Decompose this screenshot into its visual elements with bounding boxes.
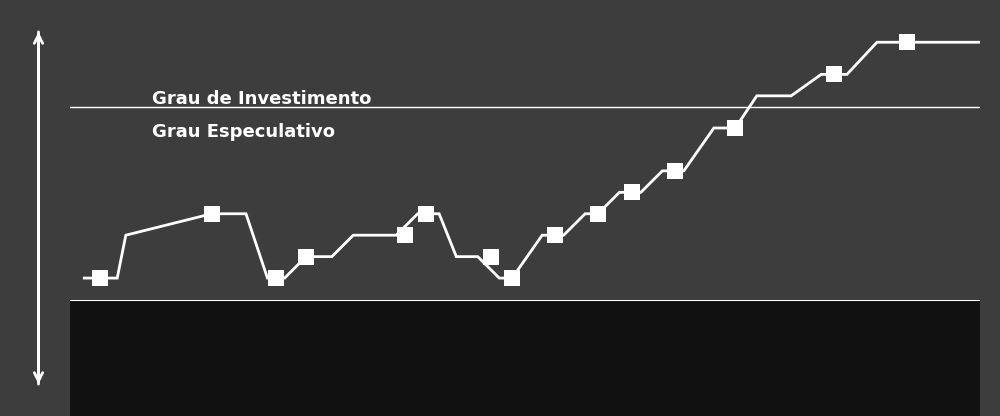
Text: Grau Especulativo: Grau Especulativo (152, 123, 335, 141)
Text: Grau de Investimento: Grau de Investimento (152, 90, 371, 108)
